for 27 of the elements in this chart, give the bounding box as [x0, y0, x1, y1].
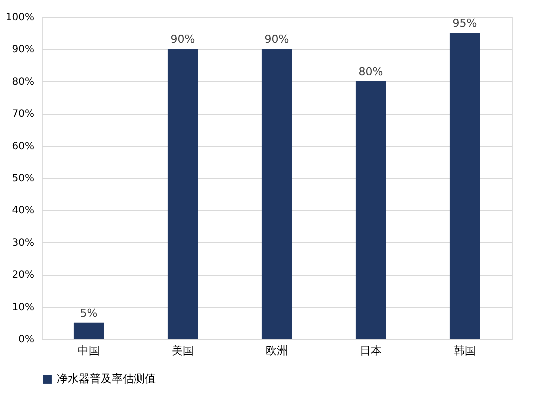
data-label: 80% [358, 65, 384, 78]
y-tick-label: 50% [12, 174, 34, 184]
y-tick-label: 10% [12, 302, 34, 314]
y-tick-label: 60% [12, 141, 34, 152]
bar [262, 49, 292, 339]
data-label: 90% [264, 33, 290, 46]
y-tick-label: 70% [12, 109, 34, 120]
data-label: 5% [80, 306, 98, 320]
y-tick-label: 80% [12, 76, 34, 88]
x-tick-label: 日本 [360, 344, 382, 358]
legend-label: 净水器普及率估测值 [57, 372, 156, 386]
y-tick-label: 40% [12, 206, 34, 217]
x-tick-label: 中国 [78, 344, 100, 358]
y-tick-label: 20% [12, 270, 34, 282]
data-label: 90% [170, 33, 196, 46]
x-tick-label: 韩国 [454, 344, 476, 358]
y-tick-label: 100% [6, 12, 34, 24]
y-tick-label: 30% [12, 238, 34, 249]
x-tick-label: 美国 [172, 344, 194, 358]
data-label: 95% [452, 17, 478, 30]
bar [450, 33, 480, 339]
bar [74, 322, 104, 339]
y-tick-label: 90% [12, 44, 34, 56]
bar [356, 81, 386, 339]
x-tick-label: 欧洲 [266, 344, 288, 358]
y-tick-label: 0% [18, 334, 34, 346]
bar [168, 49, 198, 339]
